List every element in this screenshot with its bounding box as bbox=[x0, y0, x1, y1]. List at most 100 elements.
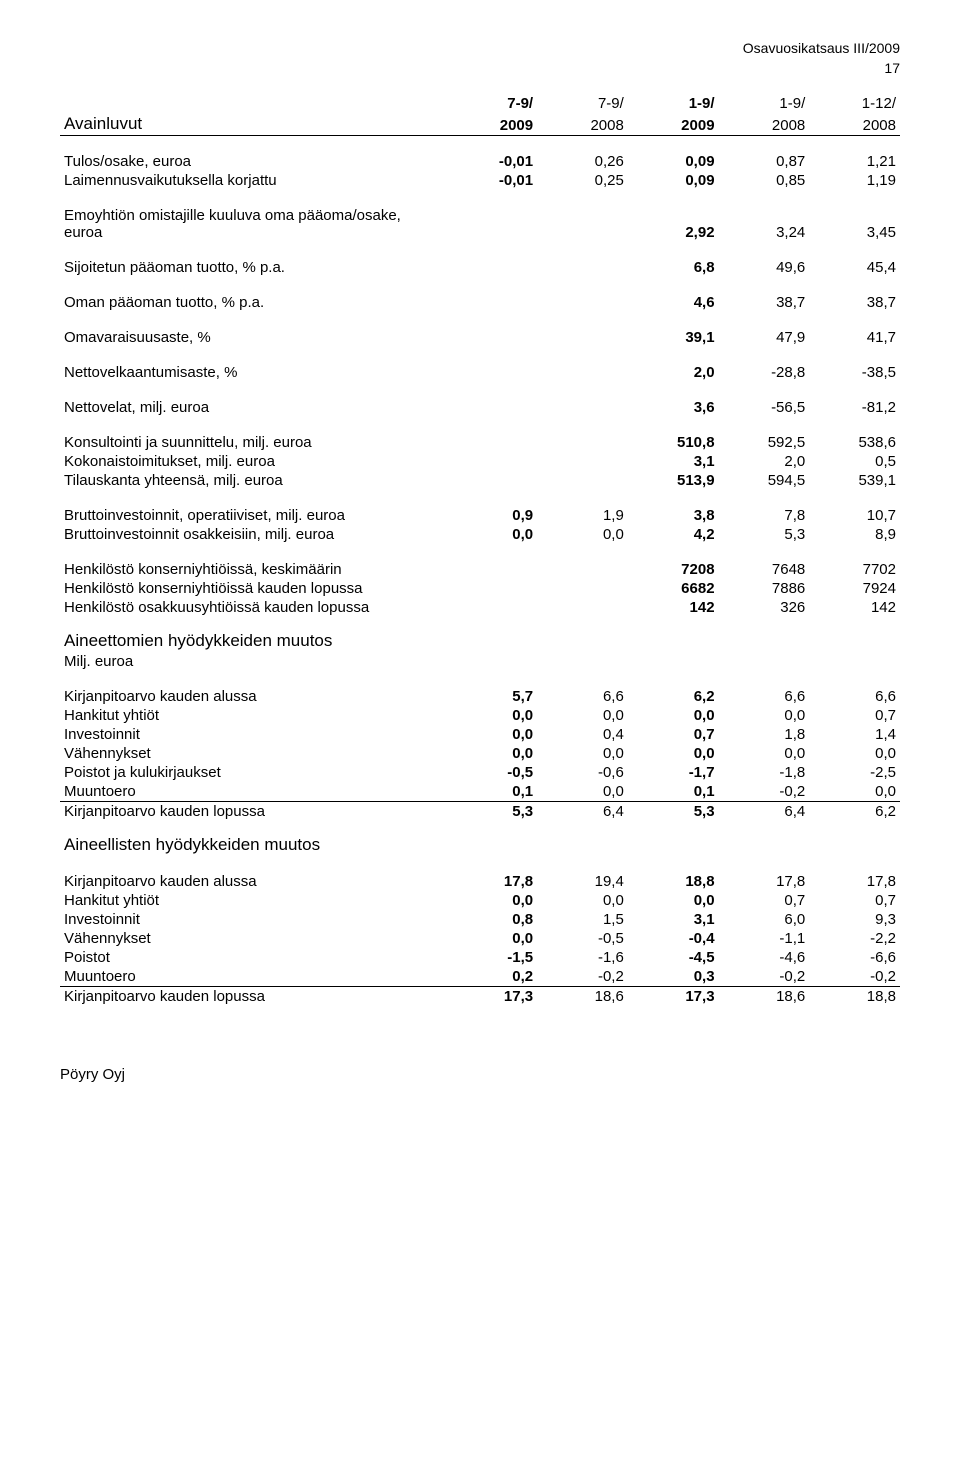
doc-title: Osavuosikatsaus III/2009 bbox=[60, 40, 900, 56]
row-value: -1,1 bbox=[719, 929, 810, 948]
period-line1: 1-9/ bbox=[719, 94, 810, 113]
row-value: -0,2 bbox=[719, 967, 810, 987]
row-value: 0,0 bbox=[446, 744, 537, 763]
row-value: 592,5 bbox=[719, 433, 810, 452]
row-value: 0,0 bbox=[719, 706, 810, 725]
row-value: 1,4 bbox=[809, 725, 900, 744]
row-label: Hankitut yhtiöt bbox=[60, 891, 446, 910]
row-value: 0,0 bbox=[537, 706, 628, 725]
period-line2: 2008 bbox=[537, 113, 628, 136]
row-value: 0,0 bbox=[537, 782, 628, 802]
row-value: -1,6 bbox=[537, 948, 628, 967]
row-value: -81,2 bbox=[809, 398, 900, 417]
row-value: 5,3 bbox=[628, 802, 719, 822]
row-value: 1,9 bbox=[537, 506, 628, 525]
row-value: 10,7 bbox=[809, 506, 900, 525]
financial-table: 7-9/7-9/1-9/1-9/1-12/Avainluvut200920082… bbox=[60, 94, 900, 1006]
row-value: 17,8 bbox=[446, 872, 537, 891]
row-value: 0,0 bbox=[537, 891, 628, 910]
section-title-aineelliset: Aineellisten hyödykkeiden muutos bbox=[60, 821, 900, 856]
row-value: 0,0 bbox=[628, 706, 719, 725]
row-value: 17,3 bbox=[628, 987, 719, 1007]
row-value: 326 bbox=[719, 598, 810, 617]
period-line1: 1-9/ bbox=[628, 94, 719, 113]
row-value: -1,8 bbox=[719, 763, 810, 782]
row-value: -2,2 bbox=[809, 929, 900, 948]
row-value: 0,0 bbox=[537, 744, 628, 763]
row-value: 142 bbox=[809, 598, 900, 617]
row-value: -0,01 bbox=[446, 152, 537, 171]
row-label: Investoinnit bbox=[60, 910, 446, 929]
row-value: 0,0 bbox=[628, 891, 719, 910]
row-value: 0,7 bbox=[809, 706, 900, 725]
row-value: 0,3 bbox=[628, 967, 719, 987]
row-value: 47,9 bbox=[719, 328, 810, 347]
row-value: 0,0 bbox=[446, 929, 537, 948]
row-label: Tulos/osake, euroa bbox=[60, 152, 446, 171]
period-line1: 7-9/ bbox=[446, 94, 537, 113]
row-value: -4,5 bbox=[628, 948, 719, 967]
period-line1: 1-12/ bbox=[809, 94, 900, 113]
row-value: 0,09 bbox=[628, 171, 719, 190]
period-line1: 7-9/ bbox=[537, 94, 628, 113]
row-value: 6,0 bbox=[719, 910, 810, 929]
row-value: 6,2 bbox=[628, 687, 719, 706]
row-value: 9,3 bbox=[809, 910, 900, 929]
row-label: Kirjanpitoarvo kauden lopussa bbox=[60, 987, 446, 1007]
row-value: 19,4 bbox=[537, 872, 628, 891]
row-value: 3,24 bbox=[719, 206, 810, 242]
row-label: Nettovelat, milj. euroa bbox=[60, 398, 446, 417]
row-value: 7924 bbox=[809, 579, 900, 598]
row-value: 6,4 bbox=[719, 802, 810, 822]
row-label: Vähennykset bbox=[60, 744, 446, 763]
row-label: Oman pääoman tuotto, % p.a. bbox=[60, 293, 446, 312]
row-value: -0,01 bbox=[446, 171, 537, 190]
row-value: 0,0 bbox=[809, 744, 900, 763]
row-label: Kirjanpitoarvo kauden lopussa bbox=[60, 802, 446, 822]
row-value: 1,21 bbox=[809, 152, 900, 171]
row-label: Nettovelkaantumisaste, % bbox=[60, 363, 446, 382]
row-value: 6,8 bbox=[628, 258, 719, 277]
section-subtitle: Milj. euroa bbox=[60, 652, 900, 671]
row-label: Hankitut yhtiöt bbox=[60, 706, 446, 725]
row-value: -6,6 bbox=[809, 948, 900, 967]
row-value: 7702 bbox=[809, 560, 900, 579]
page-number: 17 bbox=[60, 60, 900, 76]
row-value: 7,8 bbox=[719, 506, 810, 525]
row-value: 38,7 bbox=[809, 293, 900, 312]
row-value: -0,2 bbox=[537, 967, 628, 987]
row-value: 6,2 bbox=[809, 802, 900, 822]
row-value: 45,4 bbox=[809, 258, 900, 277]
row-value: 7648 bbox=[719, 560, 810, 579]
row-value: 2,0 bbox=[628, 363, 719, 382]
row-value: 5,7 bbox=[446, 687, 537, 706]
row-value: 2,0 bbox=[719, 452, 810, 471]
row-value: 38,7 bbox=[719, 293, 810, 312]
row-value: 0,4 bbox=[537, 725, 628, 744]
row-label: Omavaraisuusaste, % bbox=[60, 328, 446, 347]
row-label: Henkilöstö konserniyhtiöissä, keskimääri… bbox=[60, 560, 446, 579]
row-label: Emoyhtiön omistajille kuuluva oma pääoma… bbox=[60, 206, 446, 242]
row-value: 6,6 bbox=[719, 687, 810, 706]
row-value: 18,6 bbox=[537, 987, 628, 1007]
row-value: 2,92 bbox=[628, 206, 719, 242]
row-label: Bruttoinvestoinnit, operatiiviset, milj.… bbox=[60, 506, 446, 525]
row-value: 0,7 bbox=[628, 725, 719, 744]
row-label: Kirjanpitoarvo kauden alussa bbox=[60, 687, 446, 706]
row-value: 0,7 bbox=[719, 891, 810, 910]
row-label: Muuntoero bbox=[60, 782, 446, 802]
row-value: 3,45 bbox=[809, 206, 900, 242]
row-label: Poistot bbox=[60, 948, 446, 967]
row-value: 0,7 bbox=[809, 891, 900, 910]
row-value: -4,6 bbox=[719, 948, 810, 967]
row-label: Henkilöstö konserniyhtiöissä kauden lopu… bbox=[60, 579, 446, 598]
row-label: Bruttoinvestoinnit osakkeisiin, milj. eu… bbox=[60, 525, 446, 544]
row-value: -1,7 bbox=[628, 763, 719, 782]
row-label: Konsultointi ja suunnittelu, milj. euroa bbox=[60, 433, 446, 452]
row-value: 17,3 bbox=[446, 987, 537, 1007]
row-value: 0,26 bbox=[537, 152, 628, 171]
row-value: 538,6 bbox=[809, 433, 900, 452]
row-value: 0,8 bbox=[446, 910, 537, 929]
row-value: 18,8 bbox=[628, 872, 719, 891]
row-value: -1,5 bbox=[446, 948, 537, 967]
